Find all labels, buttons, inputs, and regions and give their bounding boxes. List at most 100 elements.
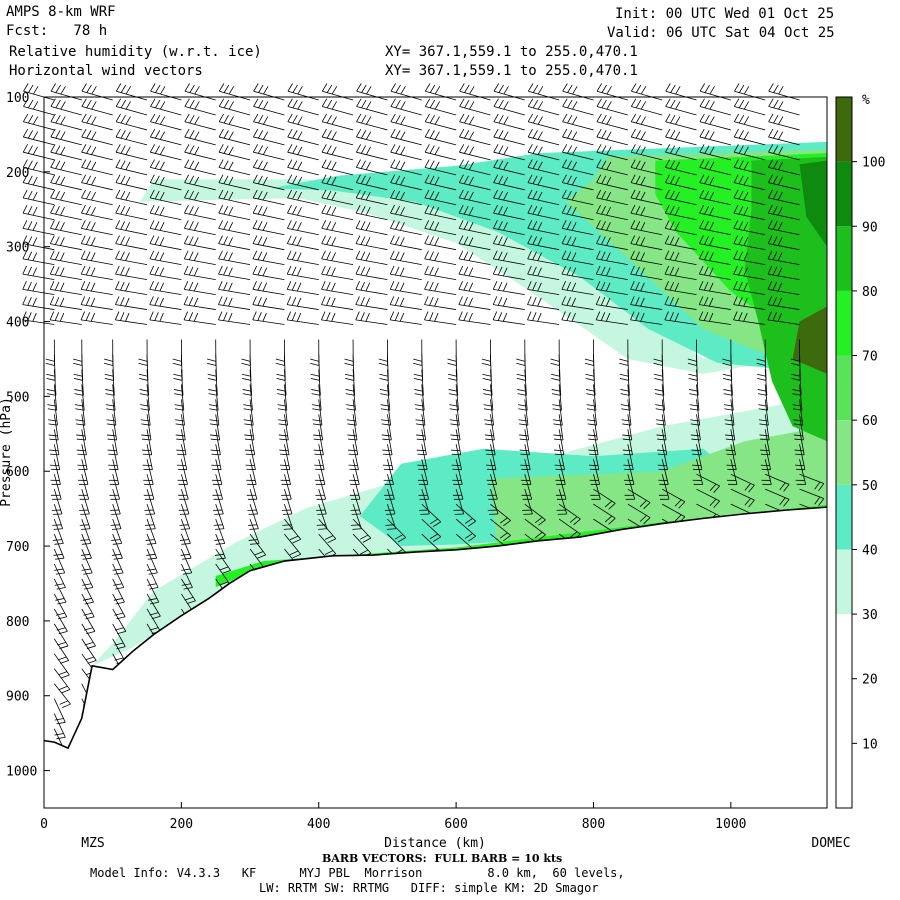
barb-flag: [244, 449, 255, 452]
wind-barb: [654, 369, 665, 396]
barb-flag: [725, 438, 735, 441]
barb-flag: [688, 373, 698, 377]
barb-flag: [386, 528, 396, 530]
barb-flag: [492, 280, 498, 290]
barb-shaft: [252, 319, 285, 325]
barb-flag: [258, 115, 264, 124]
barb-shaft: [219, 121, 251, 131]
barb-flag: [566, 236, 572, 245]
barb-shaft: [768, 106, 800, 116]
barb-flag: [90, 237, 96, 246]
wind-barb: [493, 113, 525, 131]
wind-barb: [145, 518, 157, 545]
barb-flag: [777, 237, 783, 246]
barb-flag: [704, 221, 709, 230]
barb-shaft: [50, 288, 82, 295]
wind-barb: [630, 235, 663, 251]
wind-barb: [562, 83, 594, 101]
barb-shaft: [287, 121, 319, 131]
barb-flag: [497, 266, 503, 276]
barb-flag: [292, 553, 301, 559]
wind-barb: [252, 250, 285, 266]
barb-flag: [61, 689, 71, 694]
barb-flag: [665, 128, 671, 138]
barb-flag: [257, 251, 263, 260]
barb-shaft: [50, 136, 82, 146]
wind-barb: [630, 280, 663, 295]
barb-flag: [80, 250, 86, 260]
wind-barb: [252, 159, 285, 176]
wind-barb: [527, 204, 560, 221]
barb-flag: [434, 282, 439, 292]
barb-flag: [537, 131, 543, 140]
wind-barb: [378, 339, 388, 366]
barb-flag: [223, 115, 229, 124]
barb-flag: [138, 362, 148, 366]
barb-flag: [292, 205, 297, 215]
wind-barb: [249, 533, 267, 559]
barb-shaft: [81, 121, 113, 131]
barb-flag: [434, 191, 440, 201]
barb-shaft: [424, 288, 457, 295]
barb-shaft: [149, 243, 182, 251]
init-time: Init: 00 UTC Wed 01 Oct 25: [615, 6, 835, 22]
barb-flag: [22, 235, 28, 244]
barb-flag: [125, 297, 130, 307]
barb-flag: [792, 393, 802, 396]
wind-barb: [81, 638, 97, 664]
barb-flag: [773, 145, 779, 154]
wind-barb: [252, 220, 285, 236]
barb-flag: [481, 358, 491, 362]
barb-flag: [159, 176, 165, 186]
wind-barb: [287, 174, 319, 191]
barb-flag: [85, 266, 91, 276]
barb-flag: [527, 235, 532, 244]
barb-flag: [572, 101, 578, 110]
barb-flag: [733, 311, 738, 321]
barb-flag: [389, 296, 395, 305]
barb-flag: [142, 453, 152, 456]
barb-flag: [704, 190, 710, 200]
wind-barb: [487, 474, 498, 500]
colorbar-bin: [836, 97, 852, 162]
wind-barb: [287, 128, 319, 146]
barb-flag: [493, 159, 499, 168]
barb-shaft: [112, 593, 126, 617]
barb-flag: [326, 160, 332, 169]
barb-flag: [635, 115, 642, 124]
wind-barb: [561, 311, 594, 325]
barb-flag: [120, 84, 127, 93]
barb-flag: [292, 538, 301, 544]
wind-barb: [81, 578, 94, 605]
barb-shaft: [115, 273, 148, 281]
barb-flag: [778, 86, 784, 95]
barb-shaft: [665, 106, 697, 116]
wind-barb: [458, 220, 491, 236]
barb-shaft: [252, 273, 285, 281]
barb-flag: [23, 98, 29, 107]
barb-flag: [297, 161, 303, 170]
barb-shaft: [321, 227, 354, 236]
barb-flag: [292, 145, 298, 154]
colorbar-bin: [836, 549, 852, 615]
barb-flag: [292, 190, 297, 200]
barb-flag: [390, 128, 396, 138]
wind-barb: [218, 204, 251, 221]
barb-flag: [148, 572, 158, 575]
wind-barb: [593, 488, 616, 510]
wind-barb: [179, 504, 191, 530]
barb-flag: [33, 86, 39, 95]
barb-flag: [502, 297, 508, 307]
barb-flag: [223, 312, 228, 321]
wind-barb: [596, 128, 628, 146]
barb-flag: [400, 207, 405, 216]
barb-flag: [459, 128, 465, 138]
barb-flag: [550, 358, 560, 362]
wind-barb: [321, 265, 354, 281]
wind-barb: [22, 159, 55, 176]
barb-flag: [32, 101, 39, 110]
barb-flag: [699, 113, 705, 122]
barb-flag: [365, 176, 371, 186]
barb-flag: [733, 265, 738, 275]
wind-barb: [730, 473, 755, 493]
